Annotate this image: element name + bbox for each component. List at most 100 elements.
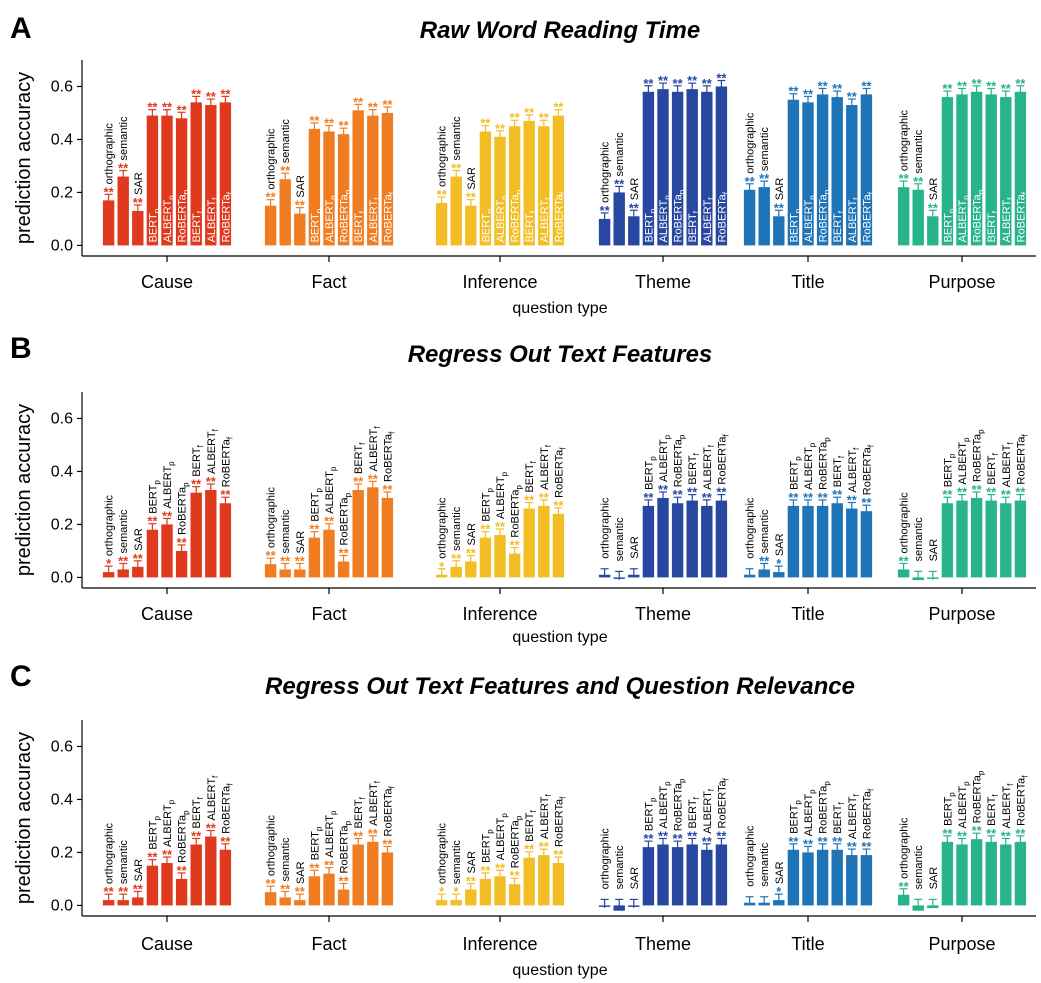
bar [465,561,477,578]
bar [352,490,364,578]
bar [450,176,462,246]
bar-label-text: SAR [629,867,641,890]
bar [102,572,115,578]
significance-stars: ** [118,553,129,568]
bar [715,500,728,578]
bar [985,500,997,578]
bar-label-subscript: f [211,428,220,431]
significance-stars: ** [673,487,684,502]
significance-stars: ** [206,89,217,104]
bar [598,218,611,246]
bar-label-subscript: p [182,482,191,487]
bar-label-text: BERT [687,213,699,242]
bar [816,849,829,906]
bar-label: RoBERTaf [716,191,730,242]
bar [294,213,306,246]
bar [523,508,535,578]
bar-label-text: RoBERTa [177,486,189,535]
bar [175,118,188,246]
bar-label: SAR [295,531,307,554]
bar [773,216,785,246]
y-tick-label: 0.2 [51,516,73,533]
significance-stars: ** [118,884,129,899]
bar-label: RoBERTaf [716,433,730,484]
bar [1014,91,1027,246]
bar-label: semantic [913,129,925,174]
significance-stars: ** [495,519,506,534]
bar-label-text: SAR [466,851,478,874]
bar [671,91,684,246]
significance-stars: ** [295,884,306,899]
bar-label-subscript: p [314,488,323,493]
bar-label-text: BERT [832,213,844,242]
bar-label-subscript: p [678,189,687,194]
bar-label-subscript: f [387,431,396,434]
bar-label: RoBERTaf [861,788,875,839]
bar [831,97,843,246]
bar-label-text: BERT [986,455,998,484]
bar [657,89,669,246]
bar-label-text: RoBERTa [553,798,565,847]
bar-label: ALBERTp [495,813,509,861]
bar [494,136,506,246]
bar-label-subscript: p [344,189,353,194]
bar [523,120,535,246]
x-tick-label: Theme [635,604,691,624]
significance-stars: ** [861,495,872,510]
bar [264,205,277,246]
bar [190,102,202,246]
significance-stars: ** [600,203,611,218]
bar [701,849,713,906]
bar-label-text: ALBERT [702,791,714,834]
bar-label: RoBERTap [510,484,524,537]
bar [508,553,521,578]
bar [175,550,188,578]
bar [816,94,829,246]
bar [538,505,550,578]
significance-stars: ** [451,161,462,176]
bar-label-subscript: f [721,191,730,194]
bar [205,490,217,578]
bar-label-text: RoBERTa [510,489,522,538]
bar [1000,503,1012,578]
bar [161,115,173,246]
bar-label: ALBERTp [162,799,176,847]
bar-label-subscript: f [991,210,1000,213]
bar-label: semantic [614,132,626,177]
bar-label: BERTp [788,800,802,834]
bar-label: orthographic [899,492,911,554]
bar-label-subscript: p [314,208,323,213]
bar [190,492,202,578]
bar-label-text: RoBERTa [382,433,394,482]
bar-label-text: semantic [280,119,292,164]
bar [657,844,669,906]
y-axis-label: prediction accuracy [13,72,35,244]
x-tick-label: Inference [462,604,537,624]
bar-label-subscript: p [977,429,986,434]
bar-label-text: RoBERTa [673,782,685,831]
significance-stars: ** [1001,81,1012,96]
bar-label: SAR [629,867,641,890]
bar-label: ALBERTp [162,461,176,509]
bar-label-text: ALBERT [368,200,380,243]
significance-stars: ** [658,73,669,88]
bar-label-subscript: p [947,208,956,213]
bar-label-text: SAR [629,536,641,559]
bar-label-text: BERT [147,213,159,242]
bar-label-subscript: f [529,460,538,463]
bar [479,537,492,578]
panel-letter: A [10,12,32,45]
bar-label-subscript: f [544,793,553,796]
significance-stars: ** [986,485,997,500]
bar-label: RoBERTaf [1015,433,1029,484]
bar-label: semantic [118,116,130,161]
bar-label-text: BERT [788,804,800,833]
bar-label-text: ALBERT [206,431,218,474]
bar [279,179,291,246]
bar-label-text: BERT [147,820,159,849]
significance-stars: ** [339,118,350,133]
bar-label-text: RoBERTa [220,785,232,834]
bar [367,841,379,906]
significance-stars: ** [942,81,953,96]
